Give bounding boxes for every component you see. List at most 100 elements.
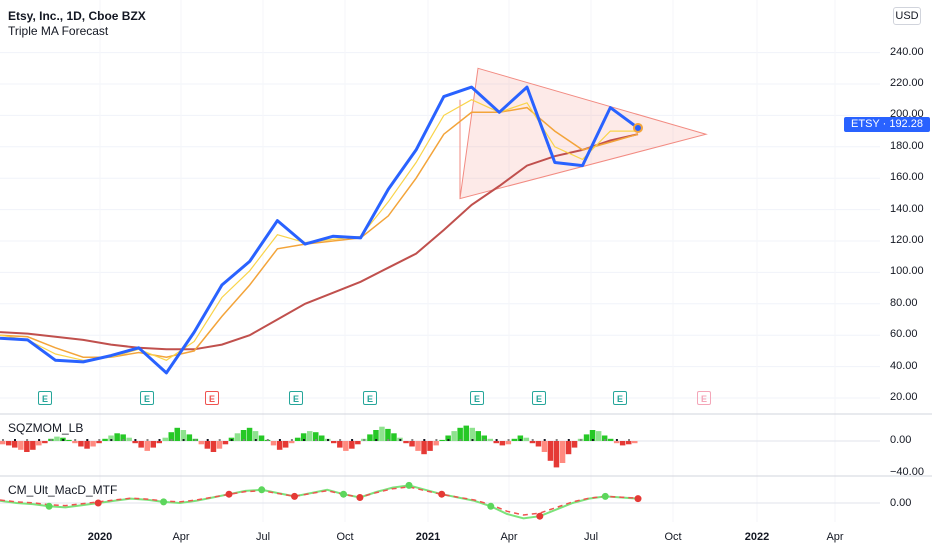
earnings-marker[interactable]: E bbox=[532, 391, 546, 405]
time-axis-tick: 2021 bbox=[415, 531, 441, 543]
price-axis-tick: 60.00 bbox=[890, 328, 918, 341]
sqzmom-dot bbox=[351, 439, 354, 441]
sqzmom-dot bbox=[122, 439, 125, 441]
macd-cross-dot bbox=[438, 490, 446, 498]
sqzmom-bar bbox=[331, 441, 337, 444]
time-axis-tick: Apr bbox=[826, 531, 844, 543]
sqzmom-dot bbox=[242, 439, 245, 441]
macd-cross-dot bbox=[601, 492, 609, 500]
sqzmom-dot bbox=[519, 439, 522, 441]
earnings-marker[interactable]: E bbox=[289, 391, 303, 405]
sqzmom-bar bbox=[156, 441, 162, 444]
macd-cross-dot bbox=[536, 512, 544, 520]
last-price-tag: ETSY · 192.28 bbox=[844, 117, 930, 132]
sqzmom-bar bbox=[481, 435, 487, 441]
price-axis-tick: 180.00 bbox=[890, 139, 924, 152]
sqzmom-dot bbox=[531, 439, 534, 441]
sqzmom-bar bbox=[475, 431, 481, 441]
price-axis-tick: 160.00 bbox=[890, 171, 924, 184]
earnings-marker[interactable]: E bbox=[363, 391, 377, 405]
sqzmom-bar bbox=[72, 441, 78, 444]
sqzmom-bar bbox=[216, 441, 223, 449]
sqzmom-bar bbox=[451, 431, 457, 441]
earnings-marker[interactable]: E bbox=[205, 391, 219, 405]
sqzmom-dot bbox=[2, 439, 4, 441]
price-axis-tick: 220.00 bbox=[890, 77, 924, 89]
sqzmom-bar bbox=[421, 441, 427, 455]
sqzmom-bar bbox=[282, 441, 289, 448]
macd-label[interactable]: CM_Ult_MacD_MTF bbox=[8, 483, 118, 497]
earnings-marker[interactable]: E bbox=[140, 391, 154, 405]
sqzmom-bar bbox=[565, 441, 572, 455]
macd-tick-zero: 0.00 bbox=[890, 497, 912, 509]
sqzmom-dot bbox=[555, 439, 558, 441]
sqzmom-bar bbox=[126, 437, 132, 441]
price-line[interactable] bbox=[0, 85, 639, 375]
price-axis-tick: 20.00 bbox=[890, 391, 918, 403]
sqzmom-bar bbox=[210, 441, 217, 452]
macd-cross-dot bbox=[94, 499, 102, 507]
sqzmom-dot bbox=[38, 439, 41, 441]
sqzmom-bar bbox=[18, 441, 24, 450]
sqzmom-dot bbox=[303, 439, 305, 441]
sqzmom-bar bbox=[54, 436, 60, 441]
macd-cross-dot bbox=[225, 490, 233, 498]
sqzmom-dot bbox=[579, 439, 582, 441]
sqzmom-dot bbox=[86, 439, 89, 441]
earnings-marker[interactable]: E bbox=[613, 391, 627, 405]
sqzmom-dot bbox=[315, 439, 317, 441]
sqzmom-dot bbox=[266, 439, 269, 441]
sqzmom-dot bbox=[447, 439, 450, 441]
sqzmom-bar bbox=[252, 431, 259, 441]
sqzmom-dot bbox=[218, 439, 221, 441]
sqzmom-bar bbox=[427, 441, 433, 451]
earnings-marker[interactable]: E bbox=[470, 391, 484, 405]
sqzmom-bar bbox=[144, 441, 150, 451]
indicator-name[interactable]: Triple MA Forecast bbox=[8, 24, 109, 38]
time-axis-tick: Oct bbox=[336, 531, 354, 543]
sqzmom-dot bbox=[98, 439, 101, 441]
sqzmom-label[interactable]: SQZMOM_LB bbox=[8, 421, 84, 435]
sqzmom-bar bbox=[493, 441, 499, 444]
sqzmom-dot bbox=[339, 439, 342, 441]
sqzmom-dot bbox=[567, 439, 570, 441]
earnings-marker[interactable]: E bbox=[38, 391, 52, 405]
time-axis-tick: 2020 bbox=[87, 531, 113, 543]
sqzmom-bar bbox=[391, 433, 397, 441]
sqzmom-bar bbox=[517, 435, 524, 441]
time-axis-tick: Jul bbox=[255, 531, 271, 543]
sqzmom-bar bbox=[84, 441, 90, 449]
sqzmom-bar bbox=[90, 441, 96, 447]
sqzmom-bar bbox=[36, 441, 42, 446]
sqzmom-dot bbox=[134, 439, 137, 441]
sqzmom-bar bbox=[499, 441, 506, 446]
sqzmom-dot bbox=[628, 439, 630, 441]
sqzmom-bar bbox=[246, 427, 253, 441]
sqzmom-dot bbox=[290, 439, 293, 441]
sqzmom-dot bbox=[615, 439, 618, 441]
sqzmom-dot bbox=[483, 439, 486, 441]
price-axis-tick: 100.00 bbox=[890, 265, 924, 278]
sqzmom-bar bbox=[337, 441, 343, 448]
sqzmom-bar bbox=[294, 437, 301, 441]
sqzmom-bar bbox=[505, 441, 512, 445]
price-axis-tick: 80.00 bbox=[890, 296, 918, 309]
sqzmom-bar bbox=[415, 441, 421, 451]
sqzmom-dot bbox=[435, 439, 438, 441]
time-axis-tick: Apr bbox=[500, 531, 518, 543]
sqzmom-bar bbox=[445, 435, 451, 441]
sqzmom-bar bbox=[276, 441, 283, 450]
triangle-pattern[interactable] bbox=[459, 67, 708, 200]
macd-cross-dot bbox=[487, 502, 495, 510]
earnings-marker[interactable]: E bbox=[697, 391, 711, 405]
sqzmom-bar bbox=[541, 441, 548, 452]
sqzmom-bar bbox=[138, 441, 144, 448]
currency-button[interactable]: USD bbox=[893, 7, 921, 25]
macd-cross-dot bbox=[291, 492, 298, 500]
sqzmom-bar bbox=[204, 441, 211, 449]
sqzmom-bar bbox=[379, 426, 385, 441]
sqzmom-tick-neg: −40.00 bbox=[890, 466, 924, 478]
chart-title: Etsy, Inc., 1D, Cboe BZX bbox=[8, 9, 146, 23]
sqzmom-bar bbox=[30, 441, 36, 450]
